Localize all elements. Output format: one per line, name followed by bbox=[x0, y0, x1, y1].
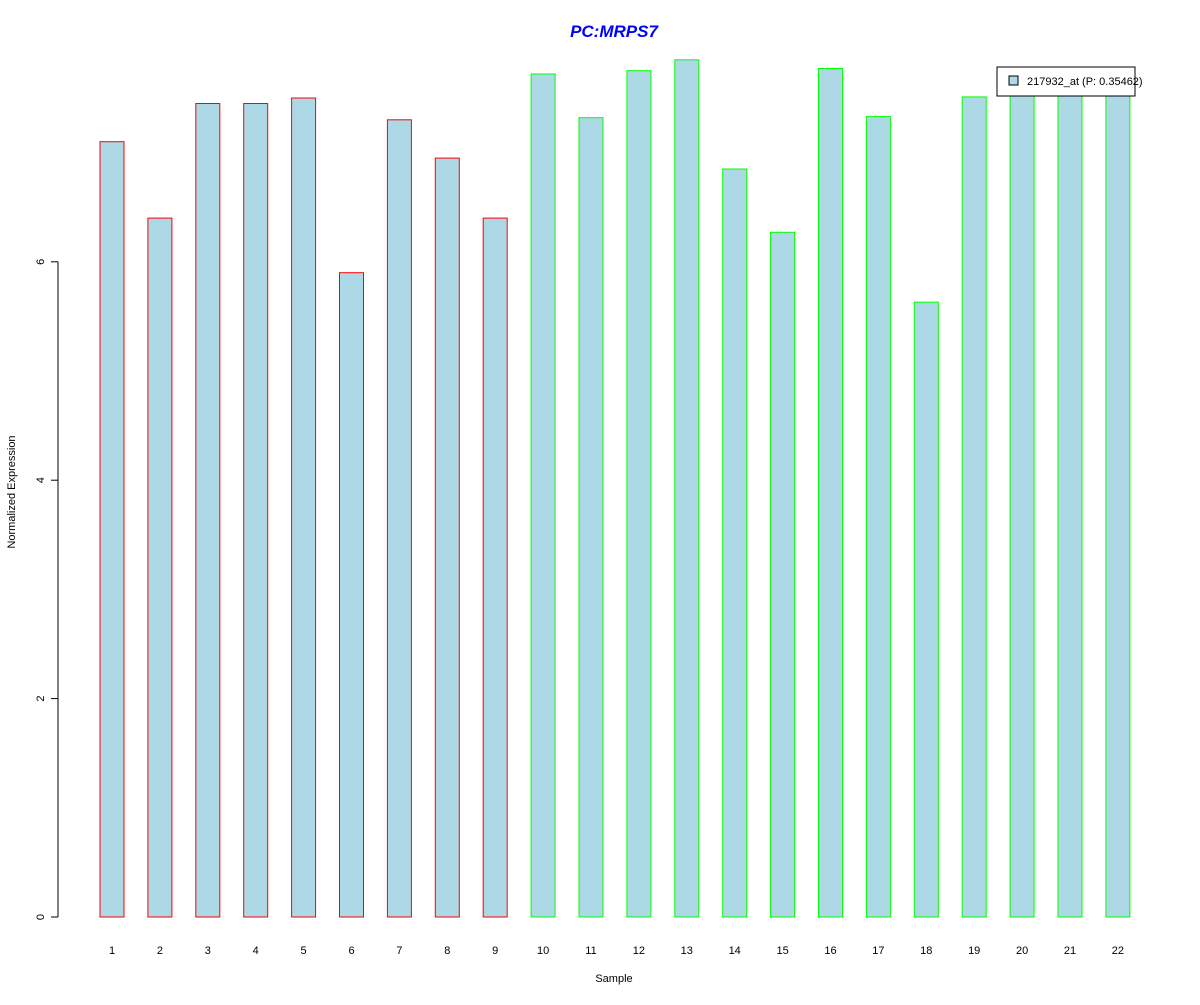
x-tick-label: 13 bbox=[681, 945, 693, 957]
bar-sample-18 bbox=[913, 301, 939, 918]
chart-title: PC:MRPS7 bbox=[570, 22, 659, 41]
bar-sample-3 bbox=[195, 103, 221, 918]
bar-sample-4 bbox=[243, 103, 269, 918]
y-tick-label: 4 bbox=[35, 477, 47, 483]
bar-sample-11 bbox=[578, 117, 604, 918]
bar-sample-14 bbox=[722, 168, 748, 918]
x-tick-label: 17 bbox=[872, 945, 884, 957]
legend-series-label: 217932_at (P: 0.35462) bbox=[1027, 76, 1143, 88]
legend-swatch bbox=[1008, 75, 1019, 86]
y-tick-label: 0 bbox=[35, 914, 47, 920]
bars bbox=[99, 59, 1131, 918]
x-tick-label: 3 bbox=[205, 945, 211, 957]
bar-sample-21 bbox=[1057, 92, 1083, 918]
bar-sample-20 bbox=[1009, 92, 1035, 918]
bar-sample-1 bbox=[99, 141, 125, 918]
y-tick-label: 2 bbox=[35, 696, 47, 702]
bar-sample-2 bbox=[147, 217, 173, 918]
bar-sample-22 bbox=[1105, 92, 1131, 918]
x-tick-label: 7 bbox=[396, 945, 402, 957]
legend-box bbox=[996, 66, 1136, 97]
bar-sample-9 bbox=[482, 217, 508, 918]
x-tick-label: 6 bbox=[348, 945, 354, 957]
bar-sample-12 bbox=[626, 70, 652, 918]
x-tick-label: 20 bbox=[1016, 945, 1028, 957]
x-tick-label: 22 bbox=[1112, 945, 1124, 957]
x-tick-label: 12 bbox=[633, 945, 645, 957]
x-tick-label: 4 bbox=[253, 945, 259, 957]
bar-sample-19 bbox=[961, 96, 987, 918]
bar-sample-17 bbox=[865, 116, 891, 918]
bar-sample-10 bbox=[530, 73, 556, 918]
x-tick-label: 1 bbox=[109, 945, 115, 957]
x-tick-label: 5 bbox=[301, 945, 307, 957]
x-tick-label: 14 bbox=[729, 945, 741, 957]
x-tick-labels: 1 2 3 4 5 6 7 8 9 10 11 12 13 14 15 16 17 18 19 20 21 22 bbox=[109, 945, 1124, 957]
x-tick-label: 18 bbox=[920, 945, 932, 957]
x-tick-label: 10 bbox=[537, 945, 549, 957]
x-tick-label: 9 bbox=[492, 945, 498, 957]
bar-sample-8 bbox=[434, 157, 460, 918]
bar-sample-15 bbox=[770, 231, 796, 918]
bar-sample-16 bbox=[818, 68, 843, 918]
x-tick-label: 11 bbox=[585, 945, 596, 957]
x-tick-label: 2 bbox=[157, 945, 163, 957]
y-axis: 0 2 4 6 bbox=[35, 259, 59, 920]
x-tick-label: 8 bbox=[444, 945, 450, 957]
y-axis-label: Normalized Expression bbox=[6, 435, 18, 548]
x-tick-label: 16 bbox=[824, 945, 836, 957]
x-tick-label: 21 bbox=[1064, 945, 1076, 957]
bar-sample-5 bbox=[291, 97, 317, 918]
x-tick-label: 15 bbox=[776, 945, 788, 957]
bar-sample-13 bbox=[674, 59, 700, 918]
x-tick-label: 19 bbox=[968, 945, 980, 957]
bar-sample-7 bbox=[386, 119, 412, 918]
bar-sample-6 bbox=[339, 272, 364, 918]
y-tick-label: 6 bbox=[35, 259, 47, 265]
x-axis-label: Sample bbox=[595, 973, 632, 985]
legend: 217932_at (P: 0.35462) bbox=[996, 66, 1143, 97]
